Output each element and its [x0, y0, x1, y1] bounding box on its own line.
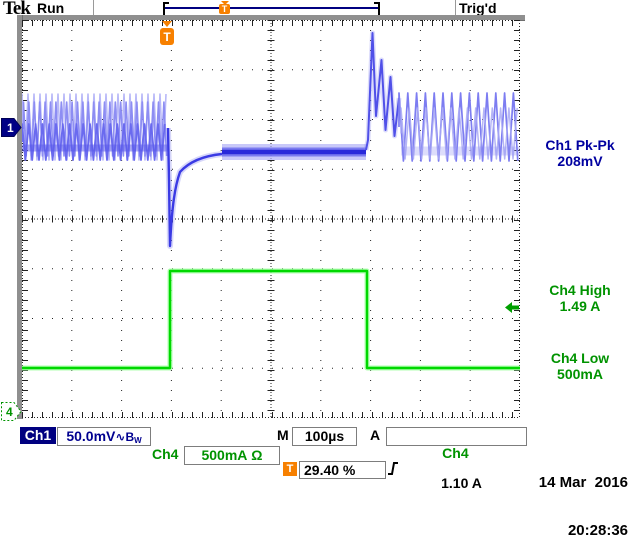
topbar-divider	[93, 0, 94, 15]
topbar-divider	[455, 0, 456, 15]
ch4-marker-arrow-icon	[1, 402, 22, 421]
trigger-position-readout: 29.40 %	[299, 461, 386, 479]
ch1-marker-label: 1	[7, 121, 14, 135]
trigger-arrow-icon	[221, 1, 229, 5]
ch4-impedance: Ω	[251, 447, 263, 463]
waveform-display	[22, 20, 520, 418]
record-view-line	[165, 7, 378, 9]
ch1-scale-value: 50.0mV	[66, 428, 116, 444]
trigger-t-badge	[160, 28, 174, 45]
ch1-marker-arrow-icon	[1, 118, 22, 137]
trigger-arrow-icon	[162, 21, 172, 27]
ch4-waveform	[22, 268, 520, 371]
record-view-bracket: T	[163, 1, 380, 17]
measurement-label: Ch4 High	[549, 282, 611, 298]
measurement-label: Ch4 Low	[550, 350, 610, 366]
measurement-value: 1.49 A	[559, 298, 601, 314]
measurement-value: 208mV	[557, 153, 603, 169]
measurement-ch4-high: Ch4 High 1.49 A	[522, 282, 638, 314]
graticule-grid	[22, 20, 520, 418]
ch1-channel-tag: Ch1	[20, 427, 56, 444]
bandwidth-limit-icon: BW	[125, 430, 142, 445]
trigger-t-label: T	[163, 30, 171, 44]
ch4-channel-tag: Ch4	[152, 446, 179, 462]
oscilloscope-screen: { "topbar": { "logo": "Tek", "acq_status…	[1, 0, 638, 539]
record-trigger-marker-icon: T	[218, 1, 231, 14]
measurement-value: 500mA	[557, 366, 603, 382]
ch1-scale-readout: 50.0mV∿BW	[57, 427, 151, 446]
tek-logo: Tek	[3, 0, 31, 19]
time-value: 20:28:36	[567, 522, 628, 539]
trigger-t-icon: T	[219, 4, 230, 14]
measurement-ch1-pkpk: Ch1 Pk-Pk 208mV	[522, 137, 638, 169]
ch4-scale-value: 500mA	[201, 447, 248, 463]
trigger-position-marker: T	[160, 21, 174, 45]
rising-edge-icon	[388, 462, 398, 475]
ch4-scale-readout: 500mA Ω	[184, 446, 280, 465]
datetime-readout: 14 Mar 2016 20:28:36	[438, 443, 628, 555]
timebase-readout: 100µs	[292, 427, 357, 446]
timebase-m-label: M	[277, 427, 289, 443]
trigger-position-t-icon: T	[283, 462, 297, 476]
ch1-waveform	[22, 30, 520, 249]
ch4-reference-marker: 4	[1, 402, 22, 421]
trigger-level-arrow-icon	[505, 302, 519, 313]
trigger-source: Ch4	[442, 445, 469, 461]
trigger-status: Trig'd	[459, 0, 497, 16]
ch1-reference-marker: 1	[1, 118, 22, 137]
ac-coupling-icon: ∿	[115, 430, 126, 444]
measurement-ch4-low: Ch4 Low 500mA	[522, 350, 638, 382]
ch4-marker-label: 4	[6, 405, 13, 419]
date-value: 14 Mar 2016	[538, 474, 628, 491]
acquisition-status: Run	[37, 0, 65, 16]
graticule-area	[22, 20, 520, 418]
measurement-label: Ch1 Pk-Pk	[545, 137, 615, 153]
trigger-a-label: A	[370, 427, 381, 443]
